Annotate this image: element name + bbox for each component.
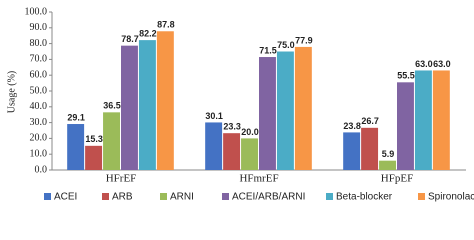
legend-label: ACEI xyxy=(54,192,77,203)
bar xyxy=(397,82,414,170)
bar xyxy=(414,70,432,170)
legend-swatch xyxy=(418,193,425,200)
y-tick-label: 90.0 xyxy=(30,22,48,33)
legend-swatch xyxy=(160,193,167,200)
value-label: 30.1 xyxy=(205,111,223,121)
legend-label: ARB xyxy=(112,192,133,203)
y-tick-label: 100.0 xyxy=(25,6,48,17)
bar xyxy=(276,51,294,170)
legend-swatch xyxy=(222,193,229,200)
bar xyxy=(432,70,450,170)
y-tick-label: 0.0 xyxy=(35,164,48,175)
value-label: 23.8 xyxy=(343,121,361,131)
bar xyxy=(138,40,156,171)
y-tick-label: 20.0 xyxy=(30,133,48,144)
bar xyxy=(156,31,174,170)
value-label: 82.2 xyxy=(139,28,157,38)
value-label: 77.9 xyxy=(295,35,313,45)
value-label: 63.0 xyxy=(433,59,451,69)
value-label: 36.5 xyxy=(103,101,121,111)
bar xyxy=(67,124,85,170)
value-label: 5.9 xyxy=(382,149,395,159)
legend-label: Beta-blocker xyxy=(336,192,393,203)
value-label: 55.5 xyxy=(397,71,415,81)
legend-swatch xyxy=(102,193,109,200)
value-label: 87.8 xyxy=(157,20,175,30)
bar xyxy=(85,145,103,170)
value-label: 63.0 xyxy=(415,59,433,69)
bar xyxy=(361,127,379,170)
value-label: 75.0 xyxy=(277,40,295,50)
value-label: 26.7 xyxy=(361,116,379,126)
chart: Usage (%) 0.0 10.0 20.0 30.0 40.0 50.0 60.0 70.… xyxy=(6,6,474,203)
value-label: 20.0 xyxy=(241,127,259,137)
bar xyxy=(223,133,241,170)
y-tick-label: 70.0 xyxy=(30,54,48,65)
y-tick-label: 50.0 xyxy=(30,85,48,96)
y-axis-label: Usage (%) xyxy=(6,71,17,113)
value-label: 71.5 xyxy=(259,45,277,55)
x-tick-label: HFrEF xyxy=(106,173,137,185)
value-label: 29.1 xyxy=(67,112,85,122)
bar xyxy=(241,138,258,170)
value-label: 78.7 xyxy=(121,34,139,44)
legend-swatch xyxy=(44,193,51,200)
x-tick-label: HFmrEF xyxy=(239,173,278,185)
y-tick-label: 60.0 xyxy=(30,69,48,80)
value-label: 23.3 xyxy=(223,122,241,132)
legend-label: ACEI/ARB/ARNI xyxy=(232,192,305,203)
legend-label: ARNI xyxy=(170,192,194,203)
bar xyxy=(343,132,361,170)
bar xyxy=(205,122,223,170)
bar xyxy=(379,160,396,170)
y-tick-label: 80.0 xyxy=(30,38,48,49)
value-label: 15.3 xyxy=(85,134,103,144)
bar xyxy=(103,112,120,170)
bar xyxy=(121,45,138,170)
x-tick-label: HFpEF xyxy=(381,173,413,185)
legend-label: Spironolactone xyxy=(428,192,474,203)
bar xyxy=(259,57,276,170)
bar xyxy=(294,46,312,170)
y-tick-label: 30.0 xyxy=(30,117,48,128)
legend-swatch xyxy=(326,193,333,200)
y-tick-label: 10.0 xyxy=(30,148,48,159)
y-tick-label: 40.0 xyxy=(30,101,48,112)
